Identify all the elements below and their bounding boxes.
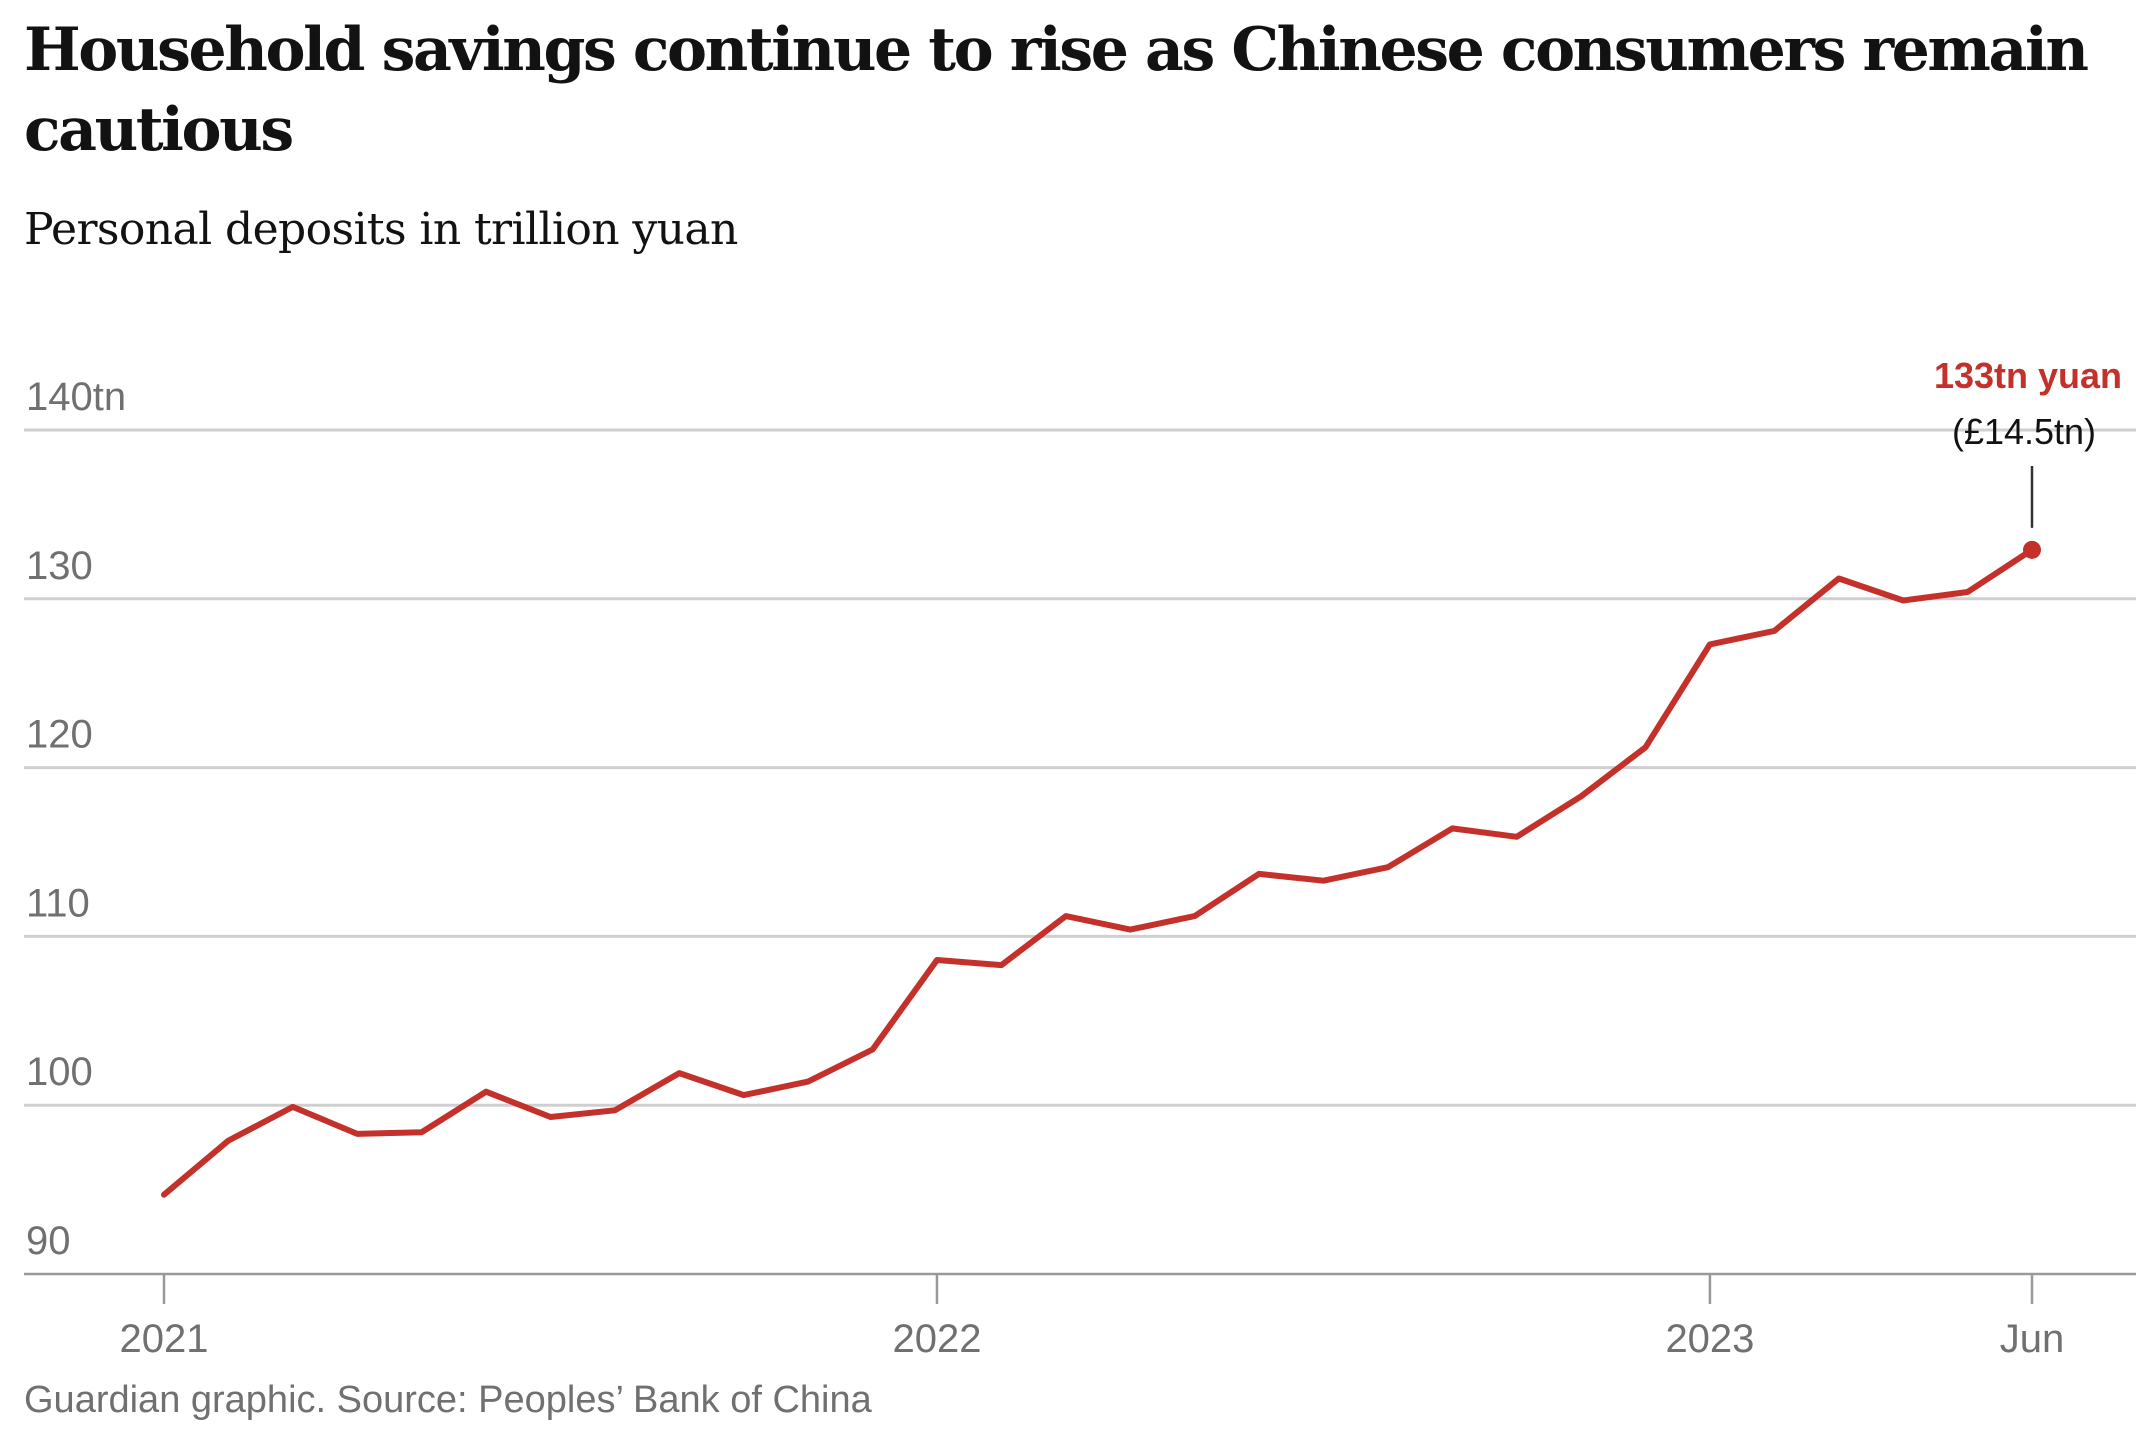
data-point bbox=[227, 1140, 229, 1142]
data-point bbox=[549, 1116, 551, 1118]
data-point bbox=[421, 1131, 423, 1133]
data-point bbox=[1773, 630, 1775, 632]
data-point bbox=[743, 1094, 745, 1096]
data-point bbox=[1451, 827, 1453, 829]
source-note: Guardian graphic. Source: Peoples’ Bank … bbox=[24, 1379, 872, 1421]
data-point bbox=[872, 1048, 874, 1050]
data-point bbox=[1258, 873, 1260, 875]
data-point bbox=[1000, 964, 1002, 966]
callout-value-label: 133tn yuan bbox=[1934, 355, 2122, 396]
data-point bbox=[1580, 795, 1582, 797]
y-tick-label: 110 bbox=[26, 881, 90, 925]
y-tick-label: 140tn bbox=[26, 375, 126, 419]
data-point bbox=[614, 1109, 616, 1111]
y-tick-label: 90 bbox=[26, 1219, 71, 1263]
x-tick-label: Jun bbox=[2000, 1317, 2065, 1360]
x-tick-label: 2023 bbox=[1665, 1317, 1754, 1360]
data-point bbox=[807, 1081, 809, 1083]
data-point bbox=[1129, 929, 1131, 931]
data-point bbox=[1194, 915, 1196, 917]
y-tick-label: 130 bbox=[26, 544, 93, 588]
line-chart: 90 100 110 120 130 140tn 2021 2022 2023 Jun 133t… bbox=[24, 355, 2136, 1360]
data-point bbox=[485, 1091, 487, 1093]
data-point bbox=[1967, 591, 1969, 593]
data-point bbox=[1065, 915, 1067, 917]
data-point bbox=[292, 1106, 294, 1108]
y-tick-label: 100 bbox=[26, 1050, 93, 1094]
y-axis-labels: 90 100 110 120 130 140tn bbox=[26, 375, 126, 1263]
data-point bbox=[678, 1072, 680, 1074]
data-point bbox=[1645, 746, 1647, 748]
data-point bbox=[1322, 880, 1324, 882]
data-point bbox=[1902, 599, 1904, 601]
gridlines bbox=[24, 428, 2136, 1276]
data-point bbox=[936, 959, 938, 961]
chart-subtitle: Personal deposits in trillion yuan bbox=[24, 204, 738, 255]
end-value-callout: 133tn yuan (£14.5tn) bbox=[1934, 355, 2122, 528]
x-tick-label: 2022 bbox=[892, 1317, 981, 1360]
data-point bbox=[356, 1133, 358, 1135]
y-tick-label: 120 bbox=[26, 713, 93, 757]
series-group bbox=[161, 540, 2041, 1198]
data-point bbox=[1709, 643, 1711, 645]
x-tick-label: 2021 bbox=[120, 1317, 209, 1360]
end-point-marker bbox=[2023, 540, 2041, 559]
data-point bbox=[1387, 866, 1389, 868]
x-axis: 2021 2022 2023 Jun bbox=[120, 1274, 2065, 1360]
data-point bbox=[163, 1194, 165, 1196]
chart-title: Household savings continue to rise as Ch… bbox=[24, 15, 2089, 165]
series-line bbox=[161, 546, 2035, 1198]
data-point bbox=[1516, 836, 1518, 838]
data-point bbox=[1838, 578, 1840, 580]
callout-gbp-label: (£14.5tn) bbox=[1952, 411, 2096, 452]
